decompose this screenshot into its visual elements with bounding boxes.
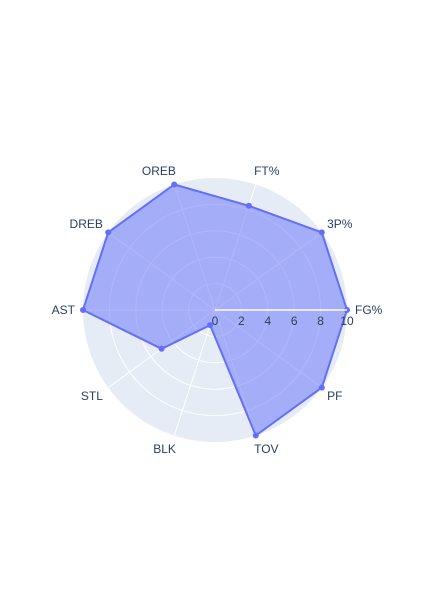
radial-tick-label: 2	[238, 314, 245, 328]
data-point-blk[interactable]	[207, 322, 214, 329]
category-label-tov: TOV	[254, 442, 278, 456]
radial-tick-label: 0	[212, 314, 219, 328]
data-point-3p-pct[interactable]	[318, 229, 325, 236]
radial-tick-label: 8	[317, 314, 324, 328]
data-point-ft-pct[interactable]	[245, 202, 252, 209]
category-label-pf: PF	[327, 389, 342, 403]
data-point-stl[interactable]	[158, 345, 165, 352]
category-label-ft-pct: FT%	[254, 164, 280, 178]
category-label-ast: AST	[52, 303, 76, 317]
category-label-stl: STL	[81, 389, 103, 403]
data-point-tov[interactable]	[252, 432, 259, 439]
radial-tick-label: 4	[264, 314, 271, 328]
data-point-ast[interactable]	[80, 307, 86, 313]
radial-tick-label: 6	[291, 314, 298, 328]
grid-spoke	[173, 309, 216, 436]
category-label-3p-pct: 3P%	[327, 217, 353, 231]
category-label-oreb: OREB	[142, 164, 176, 178]
category-label-blk: BLK	[153, 442, 176, 456]
data-point-dreb[interactable]	[105, 229, 112, 236]
data-point-oreb[interactable]	[171, 181, 178, 188]
data-point-pf[interactable]	[318, 384, 325, 391]
category-label-fg-pct: FG%	[355, 303, 383, 317]
category-label-dreb: DREB	[70, 217, 103, 231]
radial-tick-label: 10	[340, 314, 354, 328]
